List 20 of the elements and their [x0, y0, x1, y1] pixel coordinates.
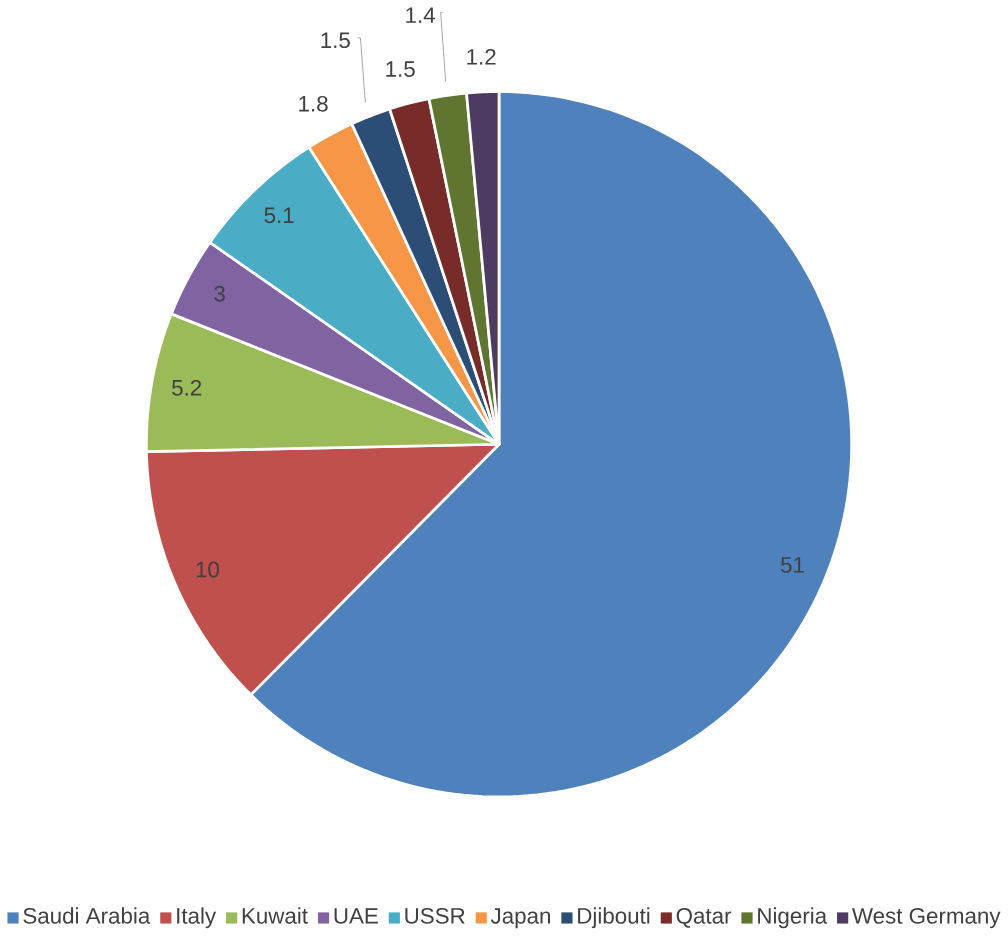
legend-label: Italy [177, 907, 217, 929]
data-label: 1.5 [321, 32, 350, 49]
data-label: 1.5 [386, 61, 415, 78]
data-label: 1.2 [467, 49, 496, 65]
legend-label: Japan [490, 908, 550, 929]
legend-label: USSR [405, 908, 465, 924]
legend-label: Kuwait [242, 907, 308, 924]
data-label: 10 [196, 561, 219, 578]
legend-label: Saudi Arabia [23, 907, 151, 924]
data-label: 5.2 [172, 380, 202, 396]
legend-label: Djibouti [578, 907, 650, 929]
data-label: 5.1 [264, 207, 294, 224]
data-label: 51 [781, 557, 804, 573]
data-label: 1.8 [299, 96, 328, 112]
data-label: 3 [214, 285, 225, 302]
legend-label: Nigeria [758, 907, 828, 929]
legend-label: Qatar [676, 908, 732, 928]
data-label: 1.4 [406, 7, 435, 23]
legend-label: West Germany [852, 908, 1001, 929]
legend-label: UAE [334, 908, 378, 924]
